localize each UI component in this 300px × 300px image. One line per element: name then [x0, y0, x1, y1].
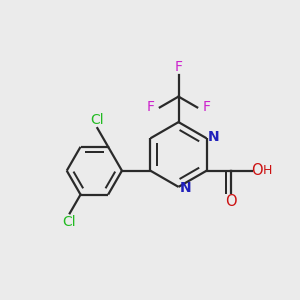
Text: F: F — [147, 100, 155, 114]
Text: F: F — [202, 100, 210, 114]
Text: Cl: Cl — [90, 113, 104, 127]
Text: F: F — [175, 60, 182, 74]
Text: N: N — [208, 130, 220, 144]
Text: Cl: Cl — [62, 215, 76, 229]
Text: O: O — [225, 194, 237, 209]
Text: N: N — [180, 182, 192, 195]
Text: H: H — [262, 164, 272, 177]
Text: O: O — [251, 163, 263, 178]
